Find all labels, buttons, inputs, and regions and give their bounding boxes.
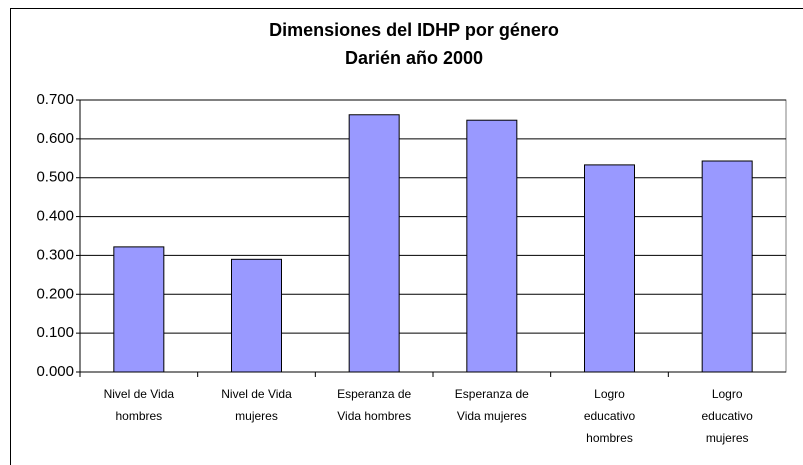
x-tick-label: mujeres	[706, 431, 749, 445]
chart-title: Darién año 2000	[345, 48, 483, 68]
x-tick-label: Nivel de Vida	[104, 387, 175, 401]
y-tick-label: 0.100	[36, 324, 74, 341]
y-tick-label: 0.300	[36, 246, 74, 263]
bar	[701, 160, 753, 373]
x-tick-label: Esperanza de	[337, 387, 411, 401]
x-tick-label: mujeres	[235, 409, 278, 423]
x-tick-label: Esperanza de	[455, 387, 529, 401]
x-tick-label: hombres	[115, 409, 162, 423]
x-tick-label: hombres	[586, 431, 633, 445]
bar	[584, 164, 635, 373]
x-tick-label: Logro	[594, 387, 625, 401]
chart-title: Dimensiones del IDHP por género	[269, 20, 559, 40]
x-tick-label: Logro	[712, 387, 743, 401]
y-tick-label: 0.200	[36, 285, 74, 302]
x-tick-label: Nivel de Vida	[221, 387, 292, 401]
bar	[348, 114, 400, 373]
y-tick-label: 0.400	[36, 208, 74, 225]
y-tick-label: 0.000	[36, 363, 74, 380]
y-tick-label: 0.600	[36, 130, 74, 147]
bar	[466, 119, 518, 373]
x-tick-label: educativo	[584, 409, 636, 423]
x-tick-label: Vida mujeres	[457, 409, 527, 423]
y-tick-label: 0.500	[36, 169, 74, 186]
x-tick-label: educativo	[701, 409, 753, 423]
y-tick-label: 0.700	[36, 91, 74, 108]
plot-area	[79, 99, 787, 373]
bar	[113, 246, 165, 373]
x-tick-label: Vida hombres	[337, 409, 411, 423]
bar	[231, 258, 282, 373]
